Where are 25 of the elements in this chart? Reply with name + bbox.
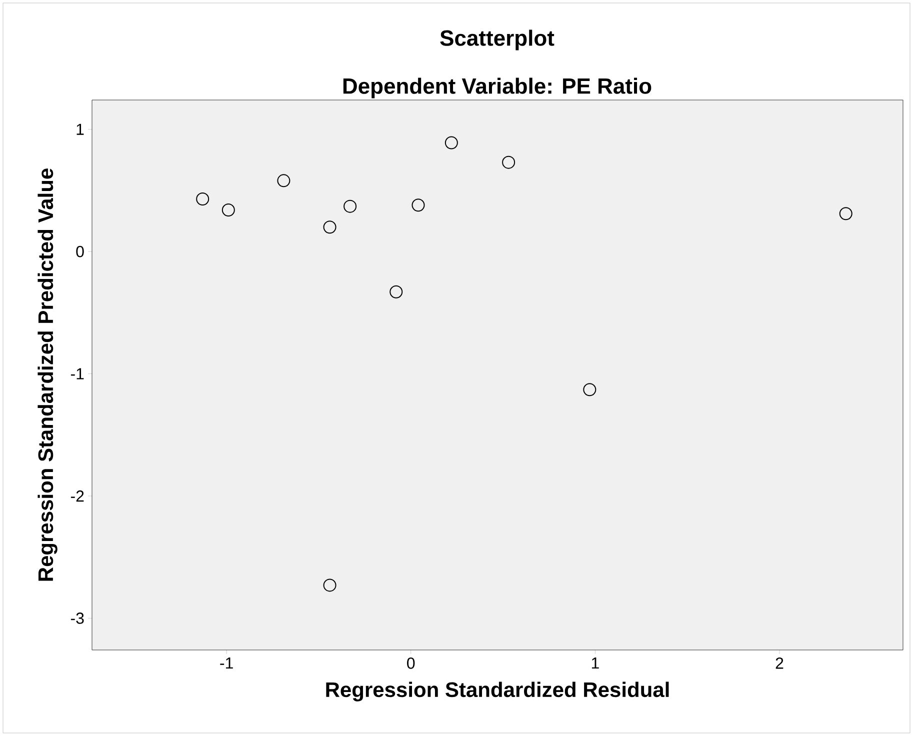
y-tick-label: -3 [70, 612, 84, 624]
x-tick-label: -1 [220, 658, 233, 669]
y-tick-label: -2 [70, 490, 84, 502]
x-tick-label: 0 [407, 658, 415, 669]
point [196, 192, 210, 206]
point [502, 156, 516, 169]
point [323, 220, 336, 234]
point [222, 203, 235, 216]
x-axis-title: Regression Standardized Residual [326, 682, 669, 702]
point [412, 198, 425, 212]
point [323, 578, 336, 592]
y-tick-label: -1 [70, 368, 84, 380]
y-tick-label: 1 [76, 124, 84, 135]
point [444, 136, 458, 150]
chart-subtitle: Dependent Variable: PE Ratio [343, 78, 652, 98]
point [390, 285, 403, 298]
point [839, 207, 852, 220]
x-tick-label: 1 [592, 658, 599, 669]
point [277, 174, 290, 188]
chart-title: Scatterplot [440, 30, 554, 50]
x-tick-label: 2 [776, 658, 784, 669]
y-tick-label: 0 [76, 246, 84, 258]
y-axis-title: Regression Standardized Predicted Value [38, 168, 58, 581]
point [583, 383, 596, 396]
point [344, 200, 357, 213]
